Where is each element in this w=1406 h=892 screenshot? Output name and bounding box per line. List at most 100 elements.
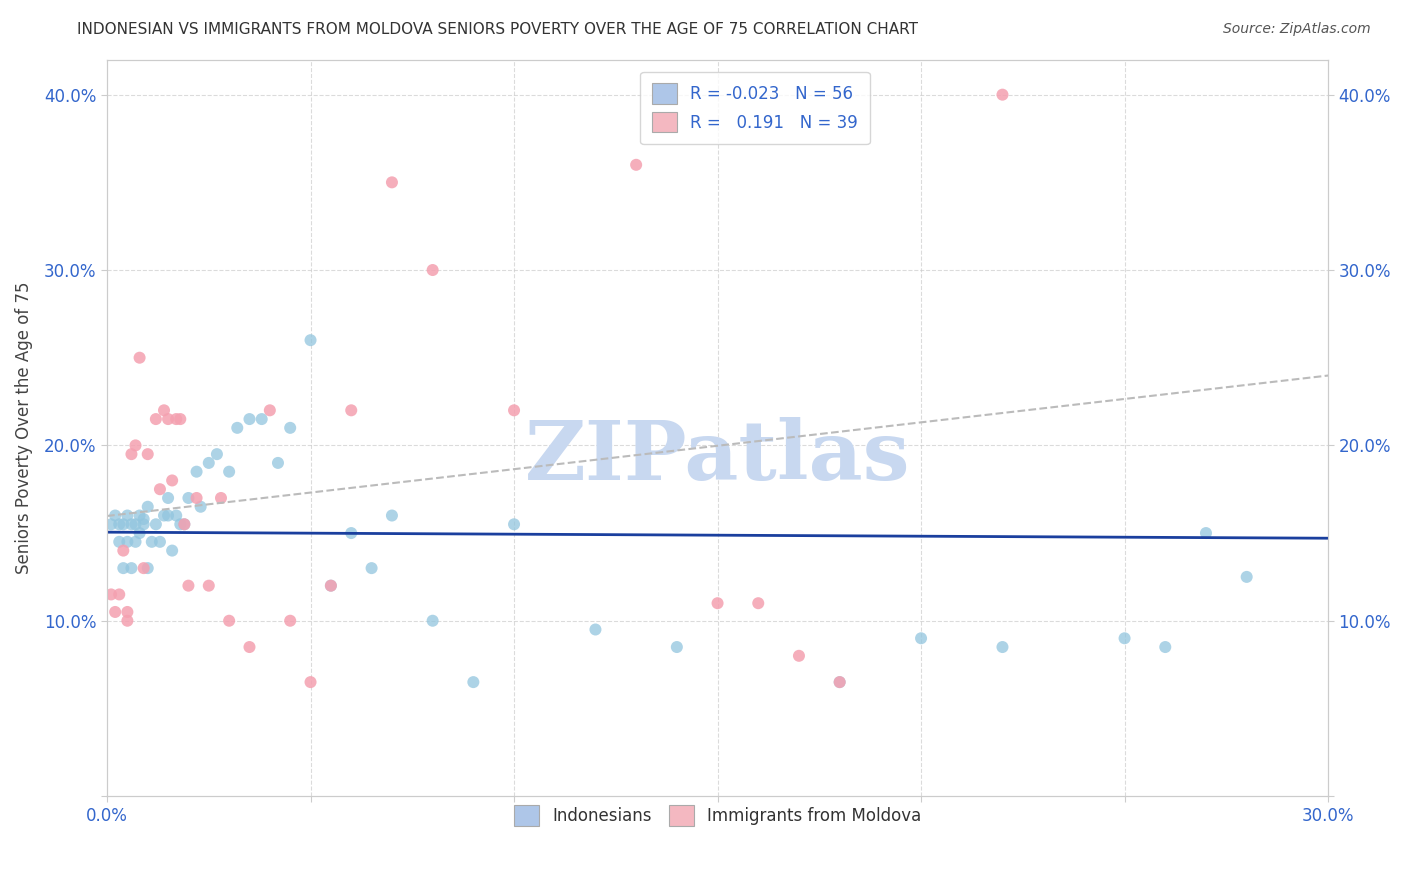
Point [991, 640, 1014, 654]
Point [173, 517, 195, 532]
Point [319, 579, 342, 593]
Point [100, 517, 122, 532]
Legend: Indonesians, Immigrants from Moldova: Indonesians, Immigrants from Moldova [503, 796, 931, 836]
Point [153, 508, 176, 523]
Point [117, 508, 139, 523]
Point [828, 675, 851, 690]
Point [1114, 632, 1136, 646]
Point [1236, 570, 1258, 584]
Point [108, 534, 131, 549]
Point [136, 500, 159, 514]
Point [136, 447, 159, 461]
Point [128, 351, 150, 365]
Point [169, 412, 191, 426]
Point [1195, 526, 1218, 541]
Point [120, 517, 142, 532]
Point [360, 561, 382, 575]
Point [209, 491, 232, 505]
Point [747, 596, 769, 610]
Point [104, 605, 127, 619]
Point [910, 632, 932, 646]
Point [1154, 640, 1177, 654]
Point [267, 456, 290, 470]
Point [165, 508, 187, 523]
Point [112, 543, 135, 558]
Point [128, 508, 150, 523]
Point [381, 175, 404, 189]
Point [117, 534, 139, 549]
Point [278, 614, 301, 628]
Point [145, 517, 167, 532]
Point [104, 508, 127, 523]
Point [108, 517, 131, 532]
Point [299, 333, 322, 347]
Point [100, 587, 122, 601]
Point [177, 579, 200, 593]
Point [787, 648, 810, 663]
Point [250, 412, 273, 426]
Point [173, 517, 195, 532]
Point [706, 596, 728, 610]
Point [828, 675, 851, 690]
Point [665, 640, 688, 654]
Point [153, 403, 176, 417]
Point [120, 561, 142, 575]
Point [124, 534, 146, 549]
Point [157, 412, 180, 426]
Point [145, 412, 167, 426]
Point [117, 605, 139, 619]
Y-axis label: Seniors Poverty Over the Age of 75: Seniors Poverty Over the Age of 75 [15, 282, 32, 574]
Point [165, 412, 187, 426]
Point [128, 526, 150, 541]
Point [197, 456, 219, 470]
Point [197, 579, 219, 593]
Point [585, 623, 607, 637]
Point [340, 526, 363, 541]
Point [132, 517, 155, 532]
Point [124, 517, 146, 532]
Point [278, 421, 301, 435]
Point [124, 438, 146, 452]
Point [422, 263, 444, 277]
Point [169, 517, 191, 532]
Text: Source: ZipAtlas.com: Source: ZipAtlas.com [1223, 22, 1371, 37]
Point [238, 640, 260, 654]
Point [503, 517, 526, 532]
Point [186, 465, 208, 479]
Point [186, 491, 208, 505]
Point [503, 403, 526, 417]
Point [190, 500, 212, 514]
Point [177, 491, 200, 505]
Point [136, 561, 159, 575]
Point [160, 543, 183, 558]
Point [238, 412, 260, 426]
Point [149, 534, 172, 549]
Point [120, 447, 142, 461]
Point [157, 508, 180, 523]
Point [132, 561, 155, 575]
Point [205, 447, 228, 461]
Point [259, 403, 281, 417]
Point [218, 614, 240, 628]
Point [218, 465, 240, 479]
Text: INDONESIAN VS IMMIGRANTS FROM MOLDOVA SENIORS POVERTY OVER THE AGE OF 75 CORRELA: INDONESIAN VS IMMIGRANTS FROM MOLDOVA SE… [77, 22, 918, 37]
Point [160, 474, 183, 488]
Point [149, 482, 172, 496]
Point [991, 87, 1014, 102]
Point [340, 403, 363, 417]
Point [108, 587, 131, 601]
Point [112, 561, 135, 575]
Point [132, 512, 155, 526]
Point [117, 614, 139, 628]
Point [299, 675, 322, 690]
Point [226, 421, 249, 435]
Point [112, 517, 135, 532]
Point [624, 158, 647, 172]
Point [157, 491, 180, 505]
Point [381, 508, 404, 523]
Point [319, 579, 342, 593]
Point [141, 534, 163, 549]
Text: ZIPatlas: ZIPatlas [524, 417, 910, 498]
Point [422, 614, 444, 628]
Point [463, 675, 485, 690]
